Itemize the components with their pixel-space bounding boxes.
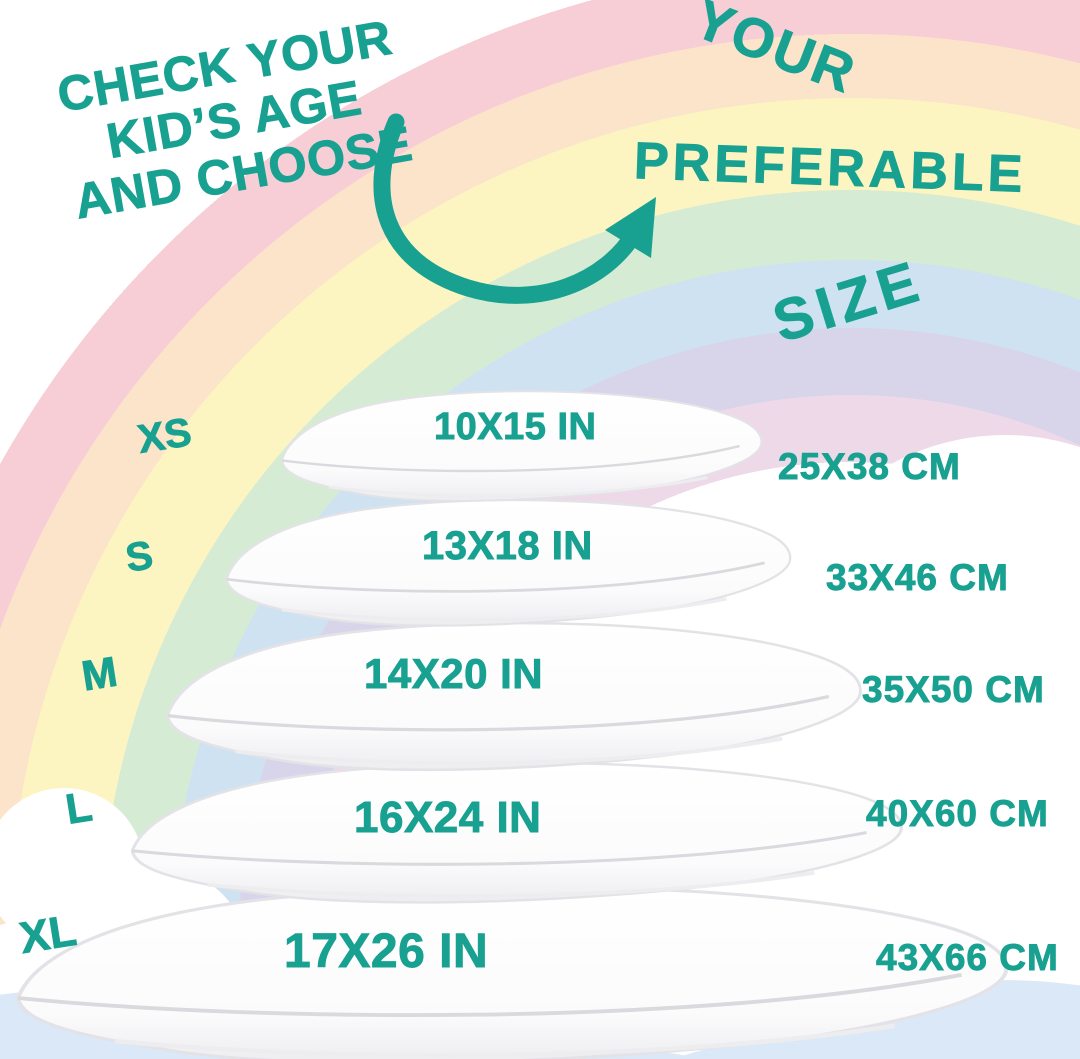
size-code-xl: XL [16,905,80,964]
cm-label-xl: 43X66 CM [876,937,1059,979]
cm-label-l: 40X60 CM [866,793,1049,835]
inch-label-xs: 10X15 IN [434,406,597,449]
pillow-illustration-xl [16,885,1009,1059]
curved-arrow-icon [373,113,656,304]
pillow-illustration-l [130,761,903,904]
cm-label-m: 35X50 CM [862,669,1045,711]
inch-label-s: 13X18 IN [422,524,593,569]
heading-preferable: PREFERABLE [633,132,1028,205]
inch-label-l: 16X24 IN [354,793,542,843]
inch-label-m: 14X20 IN [364,650,544,698]
inch-label-xl: 17X26 IN [284,925,489,979]
heading-size: SIZE [765,248,932,356]
size-code-xs: XS [134,410,195,463]
cm-label-s: 33X46 CM [826,557,1009,599]
cm-label-xs: 25X38 CM [778,446,961,488]
size-code-m: M [78,647,121,700]
pillow-illustration-s [225,498,792,627]
pillow-illustration-m [166,621,862,772]
size-code-s: S [122,533,156,582]
pillow-illustration-xs [280,390,763,502]
heading-your: YOUR [686,0,865,105]
